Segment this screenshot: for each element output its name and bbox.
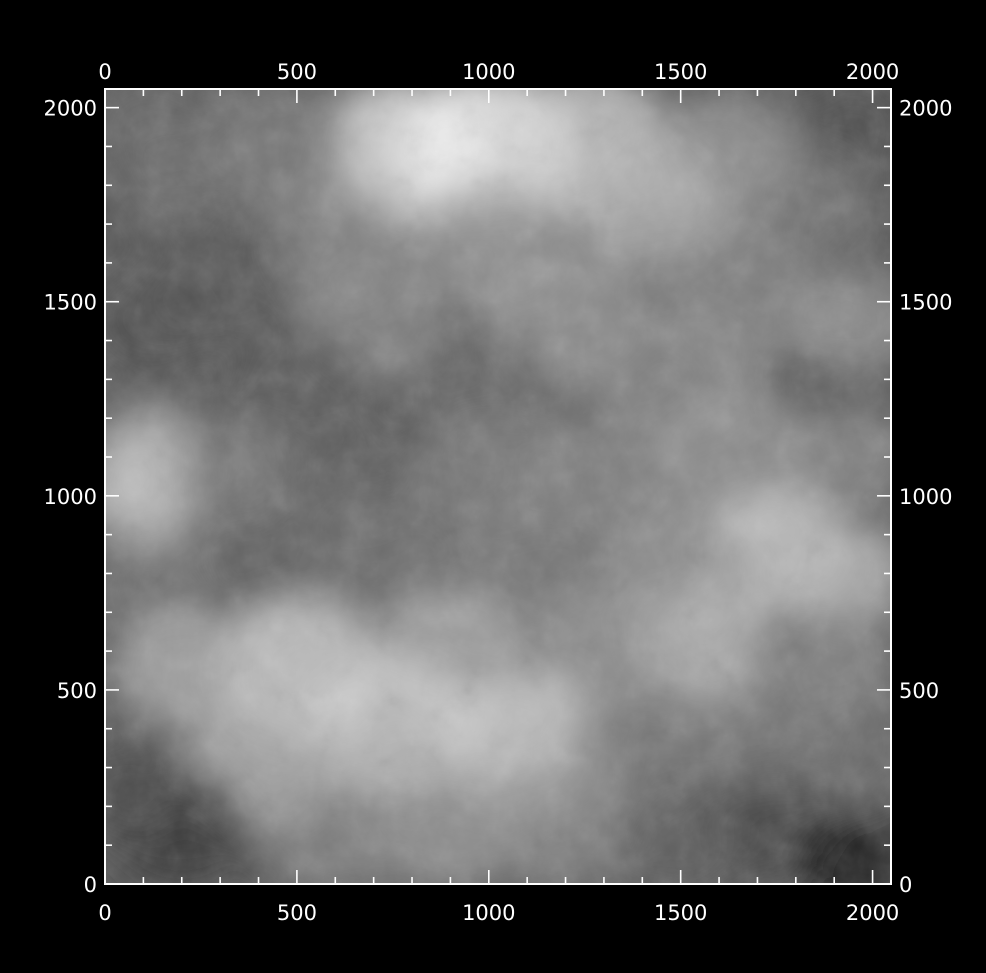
x-tick-label-bottom: 1500 xyxy=(654,901,707,925)
y-tick-label-left: 1500 xyxy=(44,291,97,315)
x-tick-label-top: 500 xyxy=(277,60,317,84)
x-tick-label-bottom: 0 xyxy=(98,901,111,925)
y-tick-label-left: 2000 xyxy=(44,97,97,121)
heatmap-texture xyxy=(105,89,891,884)
x-tick-label-top: 0 xyxy=(98,60,111,84)
y-tick-label-right: 500 xyxy=(899,679,939,703)
y-tick-label-right: 1500 xyxy=(899,291,952,315)
x-tick-label-bottom: 2000 xyxy=(846,901,899,925)
x-tick-label-top: 1000 xyxy=(462,60,515,84)
tick-marks xyxy=(104,89,891,885)
y-tick-label-left: 500 xyxy=(57,679,97,703)
x-tick-label-bottom: 1000 xyxy=(462,901,515,925)
heatmap-image xyxy=(105,89,891,884)
y-tick-label-right: 1000 xyxy=(899,485,952,509)
x-tick-label-bottom: 500 xyxy=(277,901,317,925)
x-tick-label-top: 2000 xyxy=(846,60,899,84)
y-tick-label-left: 1000 xyxy=(44,485,97,509)
plot-frame xyxy=(104,88,892,885)
y-tick-label-right: 2000 xyxy=(899,97,952,121)
y-tick-label-left: 0 xyxy=(84,873,97,897)
x-tick-label-top: 1500 xyxy=(654,60,707,84)
y-tick-label-right: 0 xyxy=(899,873,912,897)
